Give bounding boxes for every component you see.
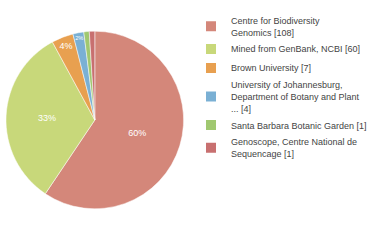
svg-text:Mined from GenBank, NCBI [60]: Mined from GenBank, NCBI [60]	[231, 44, 360, 54]
svg-text:Genoscope, Centre National deS: Genoscope, Centre National deSequencage …	[231, 137, 357, 159]
svg-text:University of Johannesburg,Dep: University of Johannesburg,Department of…	[231, 80, 360, 113]
svg-text:4%: 4%	[59, 41, 72, 51]
svg-text:2%: 2%	[75, 35, 83, 41]
svg-text:60%: 60%	[128, 128, 146, 138]
svg-text:Santa Barbara Botanic Garden [: Santa Barbara Botanic Garden [1]	[231, 121, 367, 131]
svg-text:Brown University [7]: Brown University [7]	[231, 63, 311, 73]
svg-text:33%: 33%	[38, 113, 56, 123]
svg-text:Centre for BiodiversityGenomic: Centre for BiodiversityGenomics [108]	[231, 16, 320, 38]
